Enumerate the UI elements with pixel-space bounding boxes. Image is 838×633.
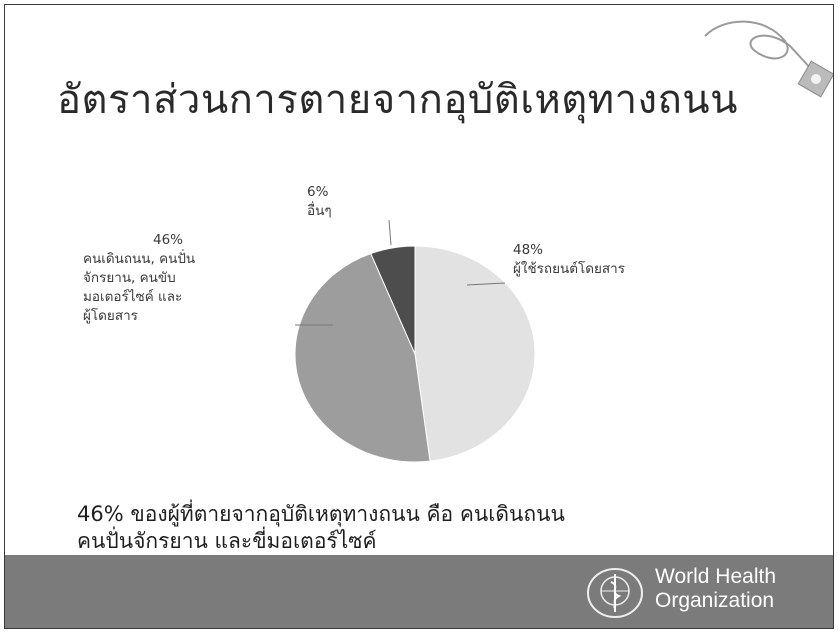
name-vulnerable-line4: ผู้โดยสาร	[83, 308, 138, 324]
leader-line-other	[388, 219, 392, 246]
name-vulnerable-line1: คนเดินถนน, คนปั่น	[83, 251, 196, 267]
footer-statement: 46% ของผู้ที่ตายจากอุบัติเหตุทางถนน คือ …	[77, 501, 565, 555]
leader-line-vehicle	[466, 282, 506, 286]
pie-chart	[294, 219, 536, 463]
footer-bar: World Health Organization	[5, 555, 833, 628]
slice-other	[370, 245, 416, 355]
pct-other: 6%	[307, 184, 329, 200]
who-line-2: Organization	[655, 589, 775, 612]
name-other: อื่นๆ	[307, 203, 332, 219]
label-vehicle-occupants: 48% ผู้ใช้รถยนต์โดยสาร	[513, 241, 625, 279]
name-vulnerable-line3: มอเตอร์ไซค์ และ	[83, 289, 183, 305]
slice-vehicle-occupants	[414, 245, 536, 462]
pct-vehicle: 48%	[513, 242, 544, 258]
lanyard-tag-icon	[704, 20, 833, 98]
slide: อัตราส่วนการตายจากอุบัติเหตุทางถนน 6% อื…	[4, 4, 834, 629]
label-other: 6% อื่นๆ	[307, 183, 332, 221]
name-vehicle: ผู้ใช้รถยนต์โดยสาร	[513, 261, 625, 277]
slice-vulnerable-users	[294, 252, 431, 463]
slide-title: อัตราส่วนการตายจากอุบัติเหตุทางถนน	[57, 77, 738, 123]
who-emblem-icon	[587, 568, 643, 618]
footer-line-2: คนปั่นจักรยาน และขี่มอเตอร์ไซค์	[77, 529, 377, 553]
pct-vulnerable: 46%	[152, 232, 183, 248]
label-vulnerable-users: 46% คนเดินถนน, คนปั่น จักรยาน, คนขับ มอเ…	[83, 231, 263, 326]
who-line-1: World Health	[655, 565, 776, 588]
name-vulnerable-line2: จักรยาน, คนขับ	[83, 270, 176, 286]
who-wordmark: World Health Organization	[655, 565, 776, 613]
footer-line-1: 46% ของผู้ที่ตายจากอุบัติเหตุทางถนน คือ …	[77, 502, 565, 526]
